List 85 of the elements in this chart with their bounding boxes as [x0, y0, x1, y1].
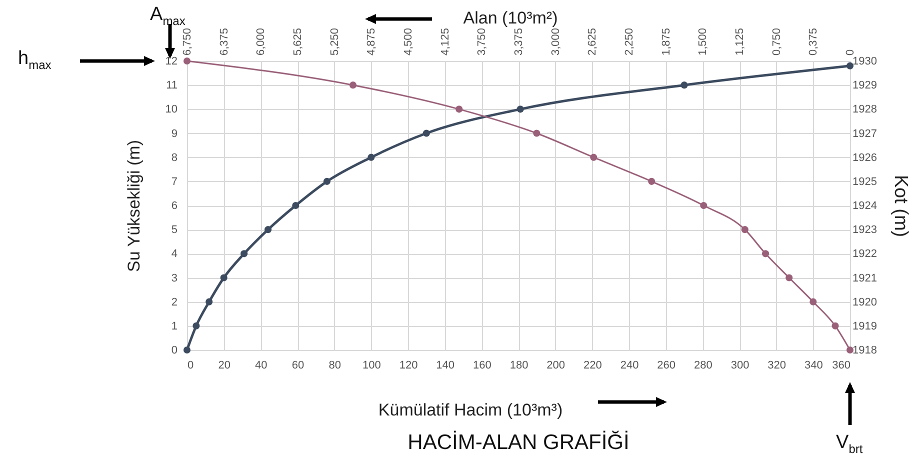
- y-tick-label: 6: [171, 200, 178, 212]
- x2-axis-title: Alan (10³m²): [463, 8, 558, 28]
- y2-tick-label: 1927: [852, 128, 877, 140]
- x2-tick-label: 6,000: [255, 28, 268, 56]
- x2-tick-label: 5,625: [292, 28, 304, 56]
- point: [264, 226, 272, 234]
- text: V$_{brt}$: [836, 432, 863, 456]
- x2-tick-label: 3,375: [513, 28, 525, 56]
- x2-tick-label: 3,750: [476, 28, 488, 56]
- y-tick-label: 5: [171, 224, 178, 236]
- x2-tick-label: 0,375: [808, 28, 820, 56]
- x-tick-label: 80: [328, 360, 341, 372]
- point: [846, 62, 854, 70]
- x-tick-label: 60: [292, 360, 304, 372]
- text: h$_{max}$: [18, 48, 52, 72]
- y-tick-label: 4: [171, 248, 178, 260]
- x-tick-label: 160: [472, 360, 492, 372]
- y2-axis-title: Kot (m): [890, 174, 911, 238]
- x-tick-label: 220: [583, 360, 602, 372]
- x-tick-label: 320: [768, 360, 786, 372]
- x-tick-label: 180: [510, 360, 528, 372]
- x2-tick-label: 6,375: [218, 28, 230, 56]
- x-tick-label: 200: [546, 360, 566, 372]
- point: [680, 82, 688, 89]
- x-tick-label: 360: [832, 360, 850, 372]
- point: [206, 298, 213, 306]
- y2-tick-label: 1922: [852, 248, 877, 260]
- y2-tick-label: 1923: [852, 224, 877, 236]
- y-tick-label: 0: [171, 344, 178, 356]
- x2-tick-label: 4,500: [402, 28, 414, 56]
- point: [422, 130, 430, 137]
- y2-tick-label: 1921: [852, 272, 877, 284]
- x-tick-label: 300: [730, 360, 750, 372]
- y-tick-label: 1: [171, 320, 178, 332]
- x2-tick-label: 0,750: [770, 28, 783, 56]
- y-axis-title: Su Yüksekliği (m): [124, 140, 144, 272]
- x-tick-label: 20: [218, 360, 230, 372]
- point: [240, 250, 248, 258]
- point: [368, 154, 375, 161]
- point: [516, 106, 524, 113]
- x2-tick-label: 0: [844, 49, 856, 56]
- x2-tick-label: 2,625: [586, 28, 599, 56]
- x-tick-label: 0: [188, 360, 194, 372]
- x-tick-label: 340: [804, 360, 823, 372]
- x2-tick-label: 1,875: [660, 28, 672, 56]
- x-tick-label: 280: [694, 360, 712, 372]
- y-tick-label: 8: [171, 152, 178, 164]
- x2-tick-label: 2,250: [624, 28, 636, 56]
- y-tick-label: 9: [171, 128, 178, 140]
- x2-tick-label: 5,250: [328, 28, 341, 56]
- x-axis-title: Kümülatif Hacim (10³m³): [378, 400, 563, 420]
- y2-tick-label: 1930: [852, 56, 877, 68]
- x2-tick-label: 1,125: [734, 28, 746, 56]
- x-tick-label: 40: [255, 360, 268, 372]
- point: [183, 346, 191, 354]
- point: [292, 202, 300, 210]
- y-tick-label: 3: [171, 272, 178, 284]
- y2-tick-label: 1918: [852, 344, 877, 356]
- y2-tick-label: 1925: [852, 176, 877, 188]
- x2-tick-label: 1,500: [697, 28, 710, 56]
- point: [323, 178, 331, 185]
- x-tick-label: 240: [620, 360, 639, 372]
- y-tick-label: 7: [171, 176, 178, 188]
- point: [192, 322, 200, 330]
- x2-tick-label: 6,750: [182, 28, 194, 56]
- y-tick-label: 10: [165, 104, 178, 116]
- x2-tick-label: 4,875: [366, 28, 378, 56]
- x2-tick-label: 3,000: [550, 28, 562, 56]
- y2-tick-label: 1928: [852, 104, 877, 116]
- y-tick-label: 11: [166, 80, 178, 92]
- y2-tick-label: 1929: [852, 80, 877, 92]
- y2-tick-label: 1919: [852, 320, 877, 332]
- x2-tick-label: 4,125: [439, 28, 452, 56]
- y-tick-label: 12: [165, 56, 178, 68]
- x-tick-label: 140: [436, 360, 455, 372]
- text: A$_{max}$: [150, 4, 186, 28]
- point: [220, 274, 228, 282]
- x-tick-label: 120: [399, 360, 418, 372]
- x-tick-label: 260: [657, 360, 676, 372]
- y-tick-label: 2: [171, 296, 178, 308]
- y2-tick-label: 1924: [852, 200, 877, 212]
- text: HACİM-ALAN GRAFİĞİ: [408, 430, 630, 454]
- x-tick-label: 100: [362, 360, 381, 372]
- y2-tick-label: 1920: [852, 296, 877, 308]
- y2-tick-label: 1926: [852, 152, 877, 164]
